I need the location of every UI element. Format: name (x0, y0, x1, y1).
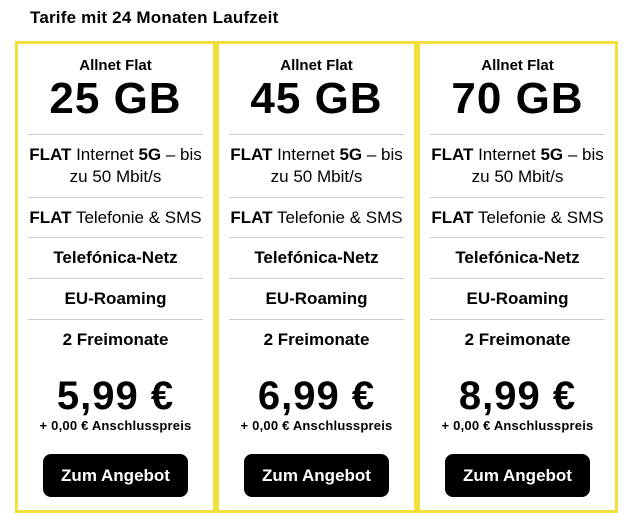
feature-free-months: 2 Freimonate (263, 329, 370, 349)
divider (229, 318, 404, 320)
divider (430, 278, 605, 280)
feature-network: Telefónica-Netz (53, 248, 178, 268)
feature-internet-rest: – bis zu 50 Mbit/s (471, 145, 604, 186)
plan-price-note: + 0,00 € Anschlusspreis (39, 417, 192, 433)
plan-name: Allnet Flat (79, 57, 152, 74)
divider (229, 134, 404, 136)
divider (430, 237, 605, 239)
feature-internet-tech: 5G (339, 145, 363, 165)
feature-internet-rest: – bis zu 50 Mbit/s (270, 145, 403, 186)
feature-phone-rest: Telefonie & SMS (272, 207, 403, 227)
feature-roaming: EU-Roaming (265, 289, 368, 309)
plan-cards-row: Allnet Flat 25 GB FLAT Internet 5G – bis… (15, 41, 618, 513)
zum-angebot-button[interactable]: Zum Angebot (445, 453, 590, 497)
feature-internet-tech: 5G (138, 145, 162, 165)
divider (430, 134, 605, 136)
feature-internet-mid: Internet (272, 145, 340, 165)
feature-internet-rest: – bis zu 50 Mbit/s (69, 145, 202, 186)
plan-data-volume: 25 GB (49, 74, 182, 123)
divider (229, 196, 404, 198)
feature-phone-flat: FLAT (29, 207, 72, 227)
feature-phone: FLAT Telefonie & SMS (420, 198, 615, 238)
feature-internet-mid: Internet (71, 145, 139, 165)
feature-internet-tech: 5G (540, 145, 564, 165)
divider (28, 318, 203, 320)
feature-free-months: 2 Freimonate (464, 329, 571, 349)
feature-network: Telefónica-Netz (455, 248, 580, 268)
feature-internet-mid: Internet (473, 145, 541, 165)
plan-price-note: + 0,00 € Anschlusspreis (240, 417, 393, 433)
feature-phone: FLAT Telefonie & SMS (18, 198, 213, 238)
plan-card-70gb: Allnet Flat 70 GB FLAT Internet 5G – bis… (417, 41, 618, 513)
plan-card-45gb: Allnet Flat 45 GB FLAT Internet 5G – bis… (216, 41, 417, 513)
feature-phone: FLAT Telefonie & SMS (219, 198, 414, 238)
feature-phone-rest: Telefonie & SMS (71, 207, 202, 227)
divider (430, 196, 605, 198)
plan-price: 6,99 € (257, 373, 376, 418)
feature-internet: FLAT Internet 5G – bis zu 50 Mbit/s (18, 135, 213, 197)
feature-internet-flat: FLAT (230, 145, 273, 165)
feature-roaming: EU-Roaming (466, 289, 569, 309)
page-title: Tarife mit 24 Monaten Laufzeit (30, 8, 279, 27)
feature-roaming: EU-Roaming (64, 289, 167, 309)
plan-data-volume: 45 GB (250, 74, 383, 123)
feature-phone-flat: FLAT (431, 207, 474, 227)
feature-phone-rest: Telefonie & SMS (473, 207, 604, 227)
feature-free-months: 2 Freimonate (62, 329, 169, 349)
feature-internet-flat: FLAT (29, 145, 72, 165)
plan-name: Allnet Flat (481, 57, 554, 74)
plan-price: 5,99 € (56, 373, 175, 418)
feature-phone-flat: FLAT (230, 207, 273, 227)
divider (28, 278, 203, 280)
divider (28, 196, 203, 198)
plan-price: 8,99 € (458, 373, 577, 418)
zum-angebot-button[interactable]: Zum Angebot (244, 453, 389, 497)
plan-card-25gb: Allnet Flat 25 GB FLAT Internet 5G – bis… (15, 41, 216, 513)
feature-internet-flat: FLAT (431, 145, 474, 165)
divider (229, 237, 404, 239)
feature-internet: FLAT Internet 5G – bis zu 50 Mbit/s (420, 135, 615, 197)
feature-internet: FLAT Internet 5G – bis zu 50 Mbit/s (219, 135, 414, 197)
divider (430, 318, 605, 320)
divider (28, 134, 203, 136)
plan-name: Allnet Flat (280, 57, 353, 74)
zum-angebot-button[interactable]: Zum Angebot (43, 453, 188, 497)
feature-network: Telefónica-Netz (254, 248, 379, 268)
divider (28, 237, 203, 239)
divider (229, 278, 404, 280)
plan-price-note: + 0,00 € Anschlusspreis (441, 417, 594, 433)
plan-data-volume: 70 GB (451, 74, 584, 123)
